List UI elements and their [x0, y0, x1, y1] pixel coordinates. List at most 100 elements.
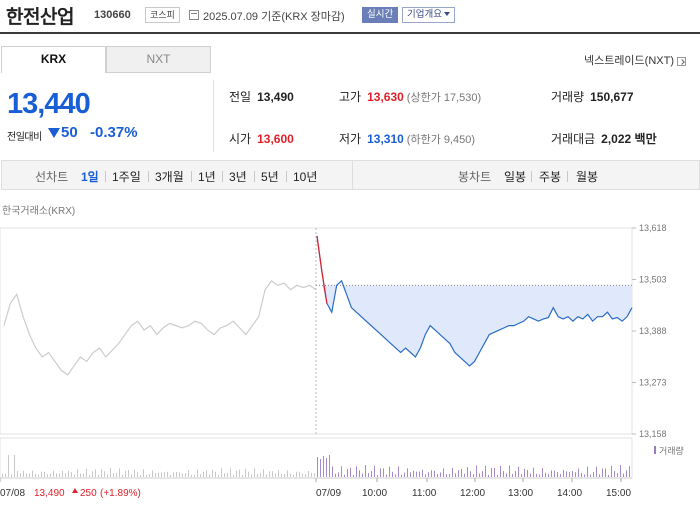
volume-bars [2, 455, 630, 477]
volume-bar [437, 473, 438, 477]
change-percent: -0.37% [90, 124, 138, 141]
stock-code: 130660 [94, 9, 131, 21]
tab-nxt[interactable]: NXT [106, 46, 211, 73]
volume-bar [251, 474, 252, 477]
nxt-link[interactable]: 넥스트레이드(NXT) [584, 52, 686, 68]
volume-bar [578, 468, 579, 477]
change-label: 전일대비 [7, 132, 42, 143]
volume-bar [65, 473, 66, 477]
volume-bar [314, 473, 315, 477]
chevron-down-icon [443, 12, 450, 17]
x-tick-label: 15:00 [606, 488, 631, 499]
volume-bar [461, 469, 462, 477]
volume-bar [47, 474, 48, 477]
volume-bar [26, 473, 27, 477]
realtime-button[interactable]: 실시간 [362, 7, 399, 23]
volume-bar [530, 473, 531, 477]
volume-bar [257, 473, 258, 477]
volume-bar [44, 471, 45, 477]
volume-bar [83, 473, 84, 477]
volume-bar [584, 474, 585, 477]
volume-bar [110, 468, 111, 477]
volume-bar [422, 469, 423, 477]
volume-bar [173, 472, 174, 477]
volume-bar [68, 470, 69, 477]
stat-high: 고가 13,630 (상한가 17,530) [339, 90, 482, 104]
company-info-dropdown[interactable]: 기업개요 [402, 7, 455, 23]
volume-bar [443, 468, 444, 477]
volume-bar [230, 468, 231, 477]
volume-bar [593, 471, 594, 477]
candle-monthly[interactable]: 월봉 [576, 170, 599, 184]
period-10y[interactable]: 10년 [293, 170, 318, 184]
volume-bar [131, 474, 132, 477]
volume-bar [272, 471, 273, 477]
price-chart[interactable]: 13,618 13,503 13,388 13,273 13,158 거래량 07/08… [0, 222, 700, 515]
volume-bar [542, 468, 543, 477]
volume-bar [14, 455, 15, 477]
series-today-line [316, 235, 633, 367]
volume-bar [299, 471, 300, 477]
volume-bar [539, 474, 540, 477]
volume-bar [233, 474, 234, 477]
stat-amount: 거래대금 2,022 백만 [551, 132, 657, 146]
volume-bar [482, 471, 483, 477]
stat-prev-close: 전일 13,490 [229, 90, 294, 104]
volume-bar [158, 472, 159, 477]
volume-bar [509, 465, 510, 477]
period-3y[interactable]: 3년 [229, 170, 247, 184]
volume-bar [326, 458, 327, 477]
volume-bar [605, 468, 606, 477]
x-tick-label: 10:00 [362, 488, 387, 499]
volume-bar [419, 471, 420, 477]
stat-volume: 거래량 150,677 [551, 90, 634, 104]
volume-bar [554, 470, 555, 477]
volume-bar [248, 471, 249, 477]
volume-bar [23, 470, 24, 477]
y-tick-label: 13,273 [639, 378, 667, 388]
volume-bar [392, 471, 393, 477]
volume-bar [293, 474, 294, 477]
volume-bar [275, 473, 276, 477]
volume-bar [497, 474, 498, 477]
volume-bar [368, 473, 369, 477]
volume-bar [356, 466, 357, 477]
volume-bar [56, 473, 57, 477]
volume-bar [590, 474, 591, 477]
volume-bar [239, 469, 240, 477]
volume-bar [380, 468, 381, 477]
volume-bar [206, 470, 207, 477]
period-5y[interactable]: 5년 [261, 170, 279, 184]
candle-weekly[interactable]: 주봉 [539, 170, 562, 184]
volume-bar [182, 473, 183, 477]
candle-daily[interactable]: 일봉 [504, 170, 527, 184]
volume-bar [434, 470, 435, 477]
period-1w[interactable]: 1주일 [112, 170, 141, 184]
volume-bar [200, 474, 201, 477]
volume-bar [38, 474, 39, 477]
volume-bar [374, 465, 375, 477]
price-fill [317, 285, 632, 366]
period-1d[interactable]: 1일 [81, 170, 99, 184]
volume-bar [197, 469, 198, 477]
calendar-icon [189, 10, 199, 20]
volume-bar [362, 473, 363, 477]
tab-krx[interactable]: KRX [1, 46, 106, 73]
market-badge: 코스피 [145, 7, 180, 23]
volume-bar [560, 474, 561, 477]
volume-bar [86, 468, 87, 477]
period-3m[interactable]: 3개월 [155, 170, 184, 184]
volume-bar [458, 470, 459, 477]
volume-bar [215, 471, 216, 477]
volume-bar [524, 468, 525, 477]
volume-bar [596, 466, 597, 477]
volume-bar [506, 473, 507, 477]
period-1y[interactable]: 1년 [198, 170, 216, 184]
volume-bar [452, 467, 453, 477]
volume-bar [404, 472, 405, 477]
volume-bar [203, 471, 204, 477]
volume-bar [20, 473, 21, 477]
volume-bar [41, 471, 42, 477]
volume-bar [455, 473, 456, 477]
volume-bar [50, 473, 51, 477]
